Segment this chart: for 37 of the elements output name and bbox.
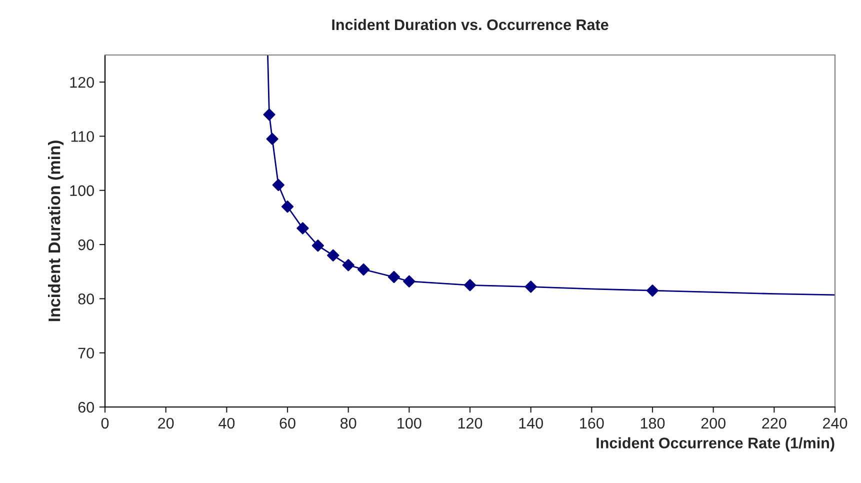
x-tick-label: 100 — [398, 418, 422, 429]
point — [357, 263, 370, 276]
x-tick-label: 0 — [101, 418, 109, 429]
x-tick-label: 240 — [823, 418, 848, 429]
chart-title: Incident Duration vs. Occurrence Rate — [332, 18, 608, 30]
x-tick-label: 60 — [280, 418, 296, 429]
y-tick-label: 60 — [78, 402, 94, 413]
point — [464, 279, 476, 292]
x-tick-label: 140 — [519, 418, 543, 429]
point — [312, 240, 324, 252]
y-tick-label: 80 — [78, 294, 94, 304]
y-tick-label: 120 — [70, 76, 94, 88]
point — [388, 270, 400, 284]
x-tick-label: 40 — [218, 418, 235, 429]
x-tick-label: 120 — [458, 418, 482, 429]
point — [524, 280, 537, 293]
point — [272, 178, 284, 192]
x-tick-label: 160 — [580, 418, 604, 429]
y-tick-label: 100 — [70, 185, 94, 196]
y-tick-label: 90 — [78, 239, 94, 250]
point — [263, 108, 276, 121]
x-tick-label: 180 — [640, 418, 665, 429]
point — [266, 132, 278, 146]
y-tick-label: 110 — [71, 131, 94, 142]
point — [327, 249, 340, 262]
x-tick-label: 220 — [762, 418, 786, 429]
point — [281, 200, 294, 213]
point — [403, 275, 416, 288]
x-tick-label: 80 — [340, 418, 356, 429]
point — [646, 284, 659, 297]
y-axis-title: Incident Duration (min) — [48, 140, 64, 322]
point — [296, 222, 309, 234]
x-tick-label: 200 — [701, 418, 726, 429]
x-axis-title: Incident Occurrence Rate (1/min) — [596, 437, 834, 452]
y-tick-label: 70 — [78, 348, 94, 359]
point — [342, 259, 354, 272]
x-tick-label: 20 — [158, 418, 174, 429]
